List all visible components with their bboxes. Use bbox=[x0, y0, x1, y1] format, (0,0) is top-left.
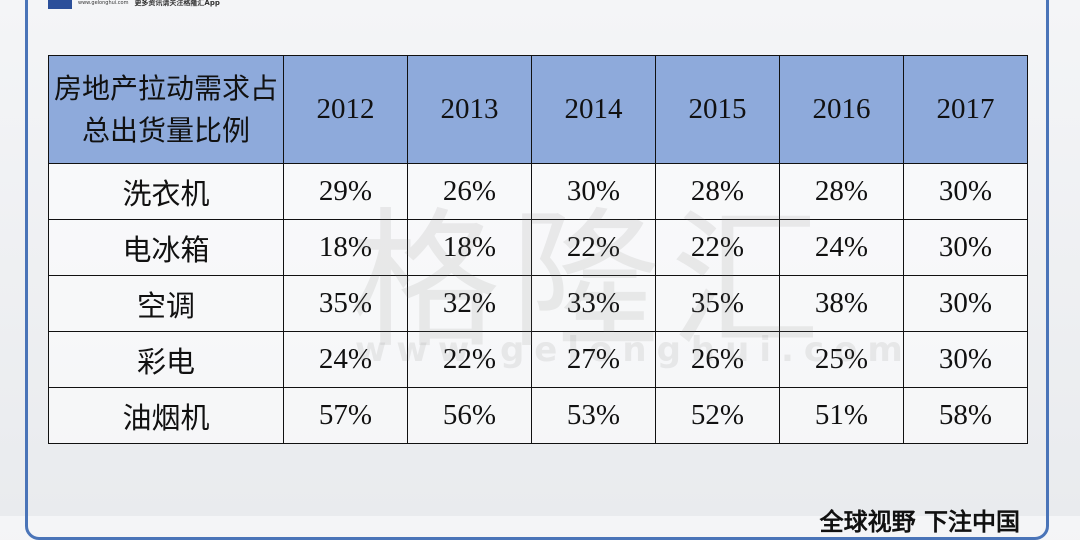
cell: 53% bbox=[531, 387, 656, 444]
cell: 35% bbox=[655, 275, 780, 332]
cell: 18% bbox=[283, 219, 408, 276]
logo: www.gelonghui.com 更多资讯请关注格隆汇App bbox=[48, 0, 220, 10]
cell: 57% bbox=[283, 387, 408, 444]
column-header: 2016 bbox=[779, 55, 904, 164]
cell: 24% bbox=[283, 331, 408, 388]
cell: 52% bbox=[655, 387, 780, 444]
cell: 27% bbox=[531, 331, 656, 388]
watermark: 格隆汇 bbox=[350, 195, 831, 369]
cell: 30% bbox=[903, 219, 1028, 276]
cell: 28% bbox=[779, 163, 904, 220]
cell: 33% bbox=[531, 275, 656, 332]
row-label: 电冰箱 bbox=[48, 219, 284, 276]
cell: 58% bbox=[903, 387, 1028, 444]
cell: 30% bbox=[903, 331, 1028, 388]
column-header: 2014 bbox=[531, 55, 656, 164]
cell: 29% bbox=[283, 163, 408, 220]
cell: 22% bbox=[531, 219, 656, 276]
row-label: 空调 bbox=[48, 275, 284, 332]
column-header: 2017 bbox=[903, 55, 1028, 164]
cell: 32% bbox=[407, 275, 532, 332]
logo-url: www.gelonghui.com bbox=[78, 0, 129, 6]
table-row: 彩电 24% 22% 27% 26% 25% 30% bbox=[48, 331, 1028, 388]
cell: 24% bbox=[779, 219, 904, 276]
column-header: 2013 bbox=[407, 55, 532, 164]
column-header: 2015 bbox=[655, 55, 780, 164]
cell: 26% bbox=[407, 163, 532, 220]
cell: 30% bbox=[531, 163, 656, 220]
table-row: 洗衣机 29% 26% 30% 28% 28% 30% bbox=[48, 163, 1028, 220]
cell: 51% bbox=[779, 387, 904, 444]
logo-mark bbox=[48, 0, 72, 9]
cell: 38% bbox=[779, 275, 904, 332]
row-label: 油烟机 bbox=[48, 387, 284, 444]
row-label: 洗衣机 bbox=[48, 163, 284, 220]
cell: 30% bbox=[903, 163, 1028, 220]
cell: 28% bbox=[655, 163, 780, 220]
cell: 56% bbox=[407, 387, 532, 444]
cell: 30% bbox=[903, 275, 1028, 332]
logo-caption: 更多资讯请关注格隆汇App bbox=[134, 0, 220, 7]
row-label: 彩电 bbox=[48, 331, 284, 388]
table-row: 电冰箱 18% 18% 22% 22% 24% 30% bbox=[48, 219, 1028, 276]
table-body: 洗衣机 29% 26% 30% 28% 28% 30% 电冰箱 18% 18% 22% 22% 24% 3… bbox=[48, 163, 1028, 444]
column-header: 房地产拉动需求占总出货量比例 bbox=[48, 55, 284, 164]
cell: 22% bbox=[407, 331, 532, 388]
column-header: 2012 bbox=[283, 55, 408, 164]
watermark-url: www.gelonghui.com bbox=[355, 330, 913, 370]
cell: 25% bbox=[779, 331, 904, 388]
header-row: 房地产拉动需求占总出货量比例 2012 2013 2014 2015 2016 2017 bbox=[48, 55, 1028, 164]
cell: 35% bbox=[283, 275, 408, 332]
table-row: 油烟机 57% 56% 53% 52% 51% 58% bbox=[48, 387, 1028, 444]
table-row: 空调 35% 32% 33% 35% 38% 30% bbox=[48, 275, 1028, 332]
data-table: 房地产拉动需求占总出货量比例 2012 2013 2014 2015 2016 2017 洗衣… bbox=[48, 55, 1028, 444]
cell: 18% bbox=[407, 219, 532, 276]
footer-slogan: 全球视野 下注中国 bbox=[819, 508, 1020, 536]
cell: 22% bbox=[655, 219, 780, 276]
cell: 26% bbox=[655, 331, 780, 388]
